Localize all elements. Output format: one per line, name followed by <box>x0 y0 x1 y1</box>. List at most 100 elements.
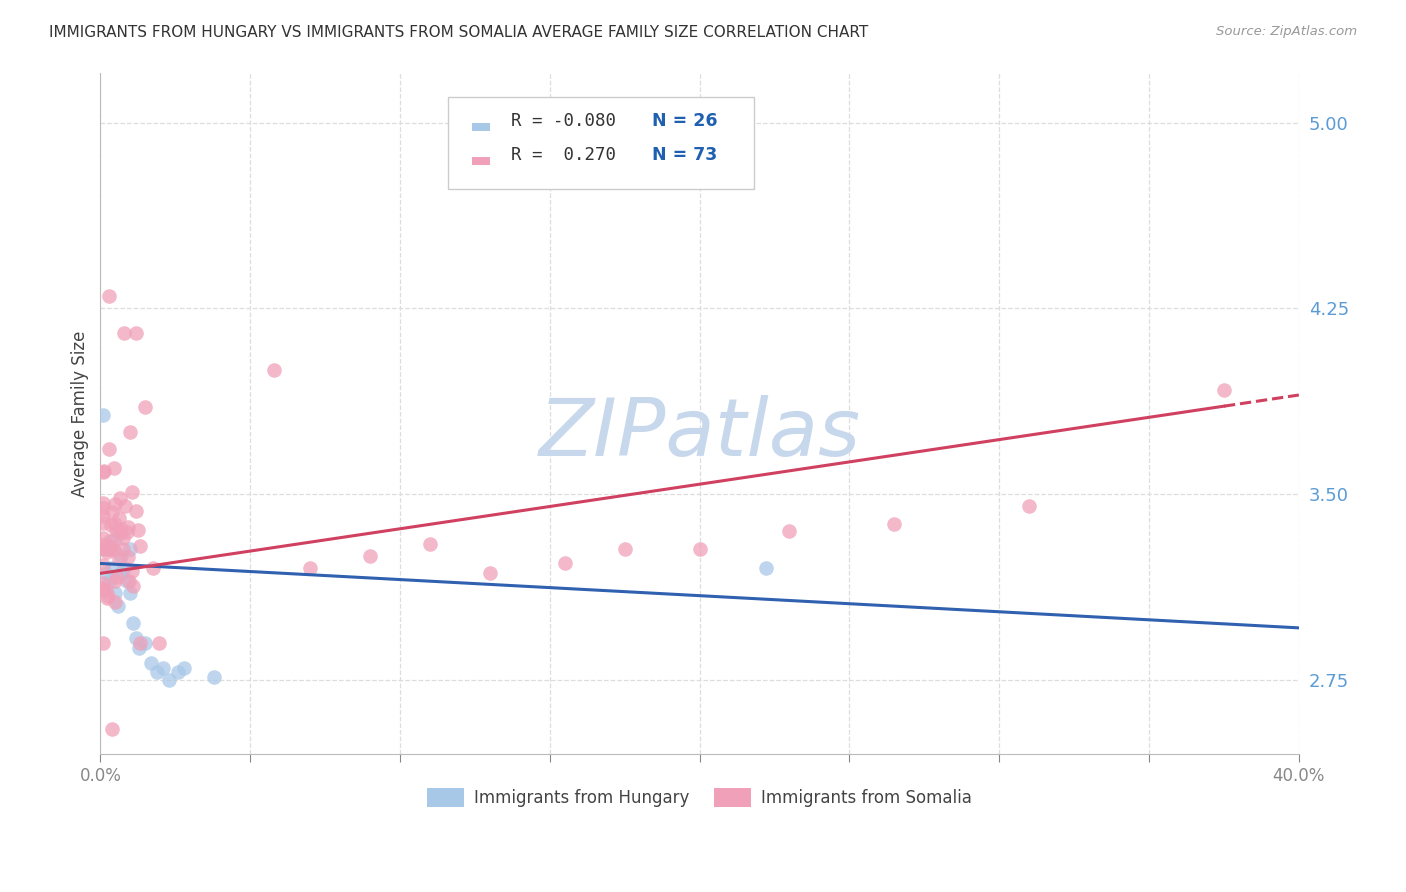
Point <box>93 532 115 546</box>
Point <box>157 673 180 687</box>
Point <box>1213 383 1236 397</box>
Point <box>96 591 118 605</box>
Text: N = 26: N = 26 <box>651 112 717 129</box>
Point <box>93 538 115 552</box>
Point <box>104 586 127 600</box>
Point <box>117 525 139 540</box>
Point <box>121 484 143 499</box>
Point <box>103 516 125 531</box>
Text: Source: ZipAtlas.com: Source: ZipAtlas.com <box>1216 25 1357 38</box>
Point <box>107 551 129 566</box>
Legend: Immigrants from Hungary, Immigrants from Somalia: Immigrants from Hungary, Immigrants from… <box>420 781 979 814</box>
Point <box>96 582 118 597</box>
Point <box>104 532 127 546</box>
Point <box>104 524 127 538</box>
Point <box>127 523 149 537</box>
Point <box>105 569 128 583</box>
Point <box>120 425 142 439</box>
Point <box>110 549 132 563</box>
Point <box>93 500 115 515</box>
Point <box>112 542 135 557</box>
Point <box>1018 500 1040 514</box>
Point <box>299 561 322 575</box>
Point <box>93 558 115 572</box>
Point <box>120 541 142 556</box>
Point <box>142 561 165 575</box>
Point <box>104 497 127 511</box>
Point <box>128 539 150 553</box>
Text: R = -0.080: R = -0.080 <box>512 112 616 129</box>
Point <box>117 520 139 534</box>
Point <box>107 599 129 613</box>
Point <box>97 589 120 603</box>
Point <box>779 524 801 539</box>
Point <box>93 581 115 595</box>
Point <box>96 566 118 581</box>
Point <box>754 561 776 575</box>
Point <box>98 542 121 557</box>
Point <box>173 660 195 674</box>
Point <box>134 636 156 650</box>
Point <box>100 539 122 553</box>
Point <box>104 595 127 609</box>
Point <box>122 579 145 593</box>
Point <box>108 491 131 506</box>
Point <box>96 540 118 554</box>
Point <box>98 541 121 556</box>
Text: IMMIGRANTS FROM HUNGARY VS IMMIGRANTS FROM SOMALIA AVERAGE FAMILY SIZE CORRELATI: IMMIGRANTS FROM HUNGARY VS IMMIGRANTS FR… <box>49 25 869 40</box>
Point <box>108 526 131 541</box>
Point <box>93 496 115 510</box>
Point <box>202 670 225 684</box>
Point <box>114 499 136 513</box>
Point <box>148 636 170 650</box>
Point <box>128 640 150 655</box>
Point <box>101 561 124 575</box>
Point <box>98 533 121 548</box>
Point <box>112 531 135 545</box>
Point <box>263 363 285 377</box>
Point <box>93 466 115 480</box>
Point <box>110 522 132 536</box>
Point <box>125 631 148 645</box>
Point <box>93 636 115 650</box>
Point <box>152 660 174 674</box>
Point <box>101 505 124 519</box>
Point <box>103 461 125 475</box>
Point <box>141 656 163 670</box>
Text: N = 73: N = 73 <box>651 145 717 164</box>
Point <box>98 289 121 303</box>
Point <box>103 542 125 557</box>
Point <box>93 541 115 555</box>
FancyBboxPatch shape <box>449 97 754 189</box>
Point <box>883 516 905 531</box>
Point <box>93 509 115 524</box>
Point <box>96 545 118 559</box>
Point <box>117 574 139 588</box>
Point <box>146 665 169 680</box>
Point <box>125 503 148 517</box>
Point <box>93 408 115 422</box>
Point <box>98 442 121 456</box>
FancyBboxPatch shape <box>472 157 491 165</box>
Point <box>101 723 124 737</box>
Point <box>112 561 135 575</box>
Point <box>93 464 115 478</box>
Point <box>93 582 115 597</box>
Point <box>93 575 115 590</box>
Point <box>478 566 501 581</box>
Point <box>128 636 150 650</box>
Point <box>554 557 576 571</box>
Point <box>112 326 135 340</box>
Point <box>134 401 156 415</box>
Point <box>108 511 131 525</box>
Point <box>117 550 139 565</box>
Point <box>359 549 381 563</box>
Point <box>167 665 190 680</box>
Point <box>93 516 115 530</box>
Point <box>104 574 127 588</box>
Point <box>122 615 145 630</box>
Point <box>419 536 441 550</box>
Text: ZIPatlas: ZIPatlas <box>538 395 860 473</box>
Text: R =  0.270: R = 0.270 <box>512 145 616 164</box>
Point <box>689 541 711 556</box>
